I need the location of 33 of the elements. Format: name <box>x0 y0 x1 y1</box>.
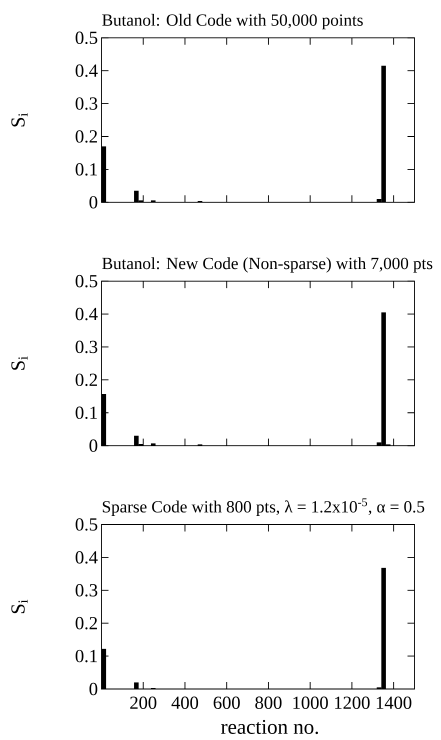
bar <box>134 190 139 202</box>
y-tick-label: 0.1 <box>76 406 97 420</box>
x-tick-label: 400 <box>172 696 198 709</box>
y-axis-title: S$_{i}$ <box>11 600 28 614</box>
y-tick-label: 0.5 <box>76 274 98 288</box>
x-tick-label: 600 <box>214 696 240 709</box>
y-tick-label: 0.4 <box>76 308 98 320</box>
y-tick-label: 0.2 <box>76 616 97 630</box>
y-tick-label: 0.1 <box>76 650 97 662</box>
x-tick-label: 800 <box>255 696 282 709</box>
x-axis-title: reaction no. <box>221 720 318 734</box>
y-tick-label: 0.2 <box>76 374 97 386</box>
y-tick-label: 0.4 <box>76 551 98 564</box>
x-tick-label: 1400 <box>376 696 412 709</box>
y-tick-label: 0.1 <box>76 163 97 176</box>
y-tick-label: 0.3 <box>76 584 98 597</box>
y-axis-title: S$_{i}$ <box>11 113 28 126</box>
chart-title: Sparse Code with 800 pts, λ = 1.2x10$^{-5}$, α = 0.5 <box>102 498 424 516</box>
y-tick-label: 0.5 <box>76 518 98 531</box>
y-tick-label: 0.4 <box>76 64 98 77</box>
x-tick-label: 1200 <box>335 696 370 709</box>
y-tick-label: 0.5 <box>76 32 98 44</box>
x-tick-label: 200 <box>130 696 156 709</box>
y-tick-label: 0 <box>89 682 98 696</box>
y-tick-label: 0.2 <box>76 130 97 143</box>
x-tick-label: 1000 <box>293 696 328 709</box>
chart-title: Butanol: Old Code with 50,000 points <box>102 14 363 30</box>
y-tick-label: 0.3 <box>76 97 98 110</box>
y-tick-label: 0 <box>89 439 98 452</box>
chart-title: Butanol: New Code (Non-sparse) with 7,000 pts <box>102 257 432 273</box>
y-tick-label: 0 <box>89 196 98 209</box>
y-tick-label: 0.3 <box>76 340 98 354</box>
y-axis-title: S$_{i}$ <box>11 356 28 370</box>
